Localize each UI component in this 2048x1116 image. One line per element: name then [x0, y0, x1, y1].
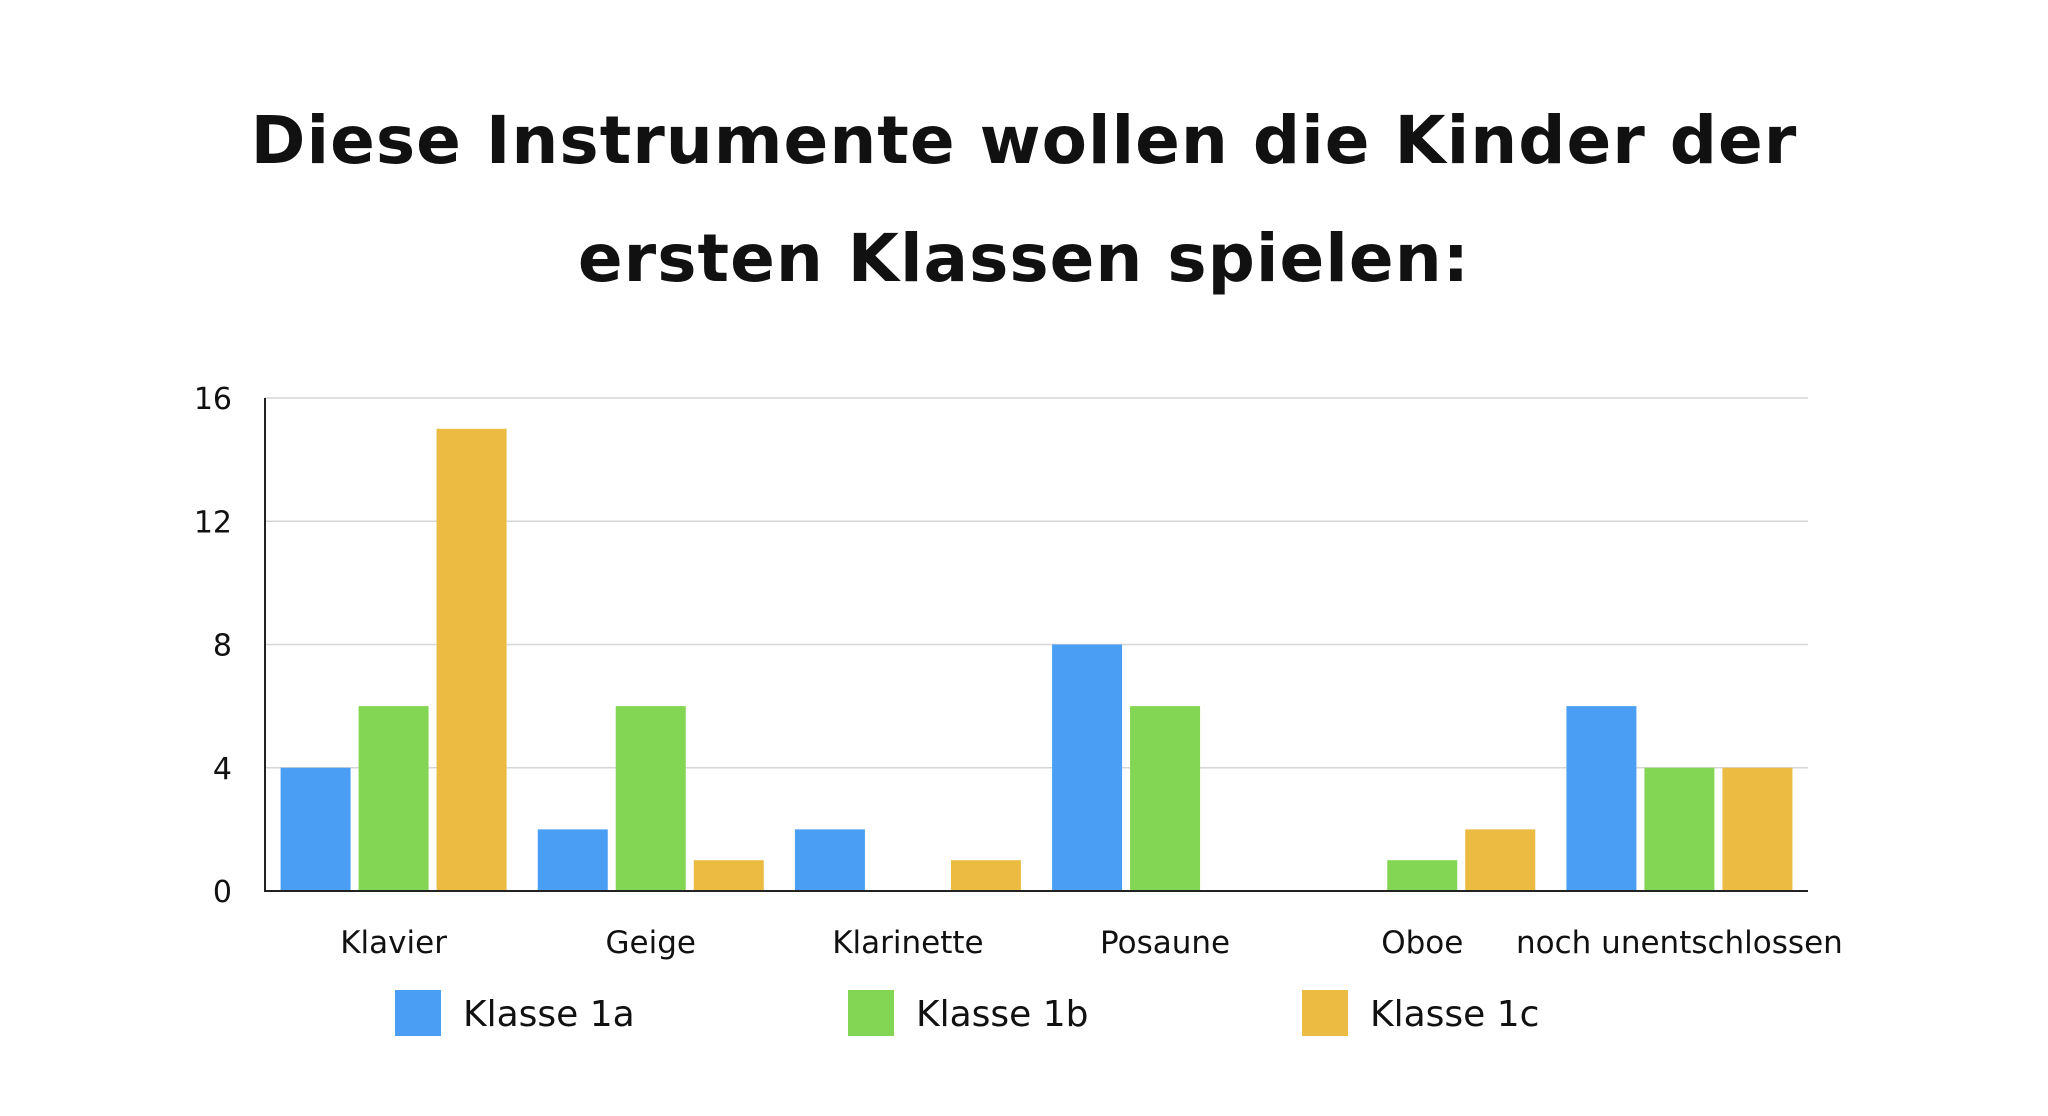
chart-title: Diese Instrumente wollen die Kinder der … [250, 102, 1798, 297]
x-category-label: Oboe [1381, 925, 1463, 961]
bar [950, 860, 1021, 891]
x-category-labels: Klavier Geige Klarinette Posaune Oboe noch un… [340, 925, 1843, 961]
bar [615, 706, 686, 891]
legend-swatch [848, 990, 894, 1036]
x-category-label: noch unentschlossen [1516, 925, 1843, 961]
y-tick-label: 0 [213, 875, 232, 910]
legend-label: Klasse 1a [463, 994, 635, 1035]
gridlines [265, 397, 1808, 769]
legend: Klasse 1a Klasse 1b Klasse 1c [395, 990, 1539, 1036]
bar [1465, 829, 1536, 891]
bar [537, 829, 608, 891]
y-tick-label: 4 [213, 752, 232, 787]
bar [436, 428, 507, 891]
bar [1644, 767, 1715, 891]
y-tick-label: 16 [194, 382, 232, 417]
legend-item: Klasse 1a [395, 990, 635, 1036]
bar [1722, 767, 1793, 891]
bar [794, 829, 865, 891]
legend-label: Klasse 1c [1370, 994, 1539, 1035]
legend-label: Klasse 1b [916, 994, 1089, 1035]
legend-swatch [1302, 990, 1348, 1036]
bar [358, 706, 429, 891]
y-tick-labels: 0 4 8 12 16 [194, 382, 232, 910]
y-tick-label: 12 [194, 505, 232, 540]
bar [1130, 706, 1201, 891]
legend-item: Klasse 1c [1302, 990, 1539, 1036]
legend-swatch [395, 990, 441, 1036]
bar [1052, 644, 1123, 891]
x-category-label: Geige [606, 925, 696, 961]
bar [280, 767, 351, 891]
x-category-label: Klavier [340, 925, 447, 961]
y-tick-label: 8 [213, 629, 232, 664]
legend-item: Klasse 1b [848, 990, 1089, 1036]
bar [1566, 706, 1637, 891]
x-category-label: Klarinette [832, 925, 983, 961]
bars [280, 428, 1793, 891]
x-category-label: Posaune [1100, 925, 1230, 961]
bar [693, 860, 764, 891]
axes [264, 398, 1808, 892]
bar [1387, 860, 1458, 891]
